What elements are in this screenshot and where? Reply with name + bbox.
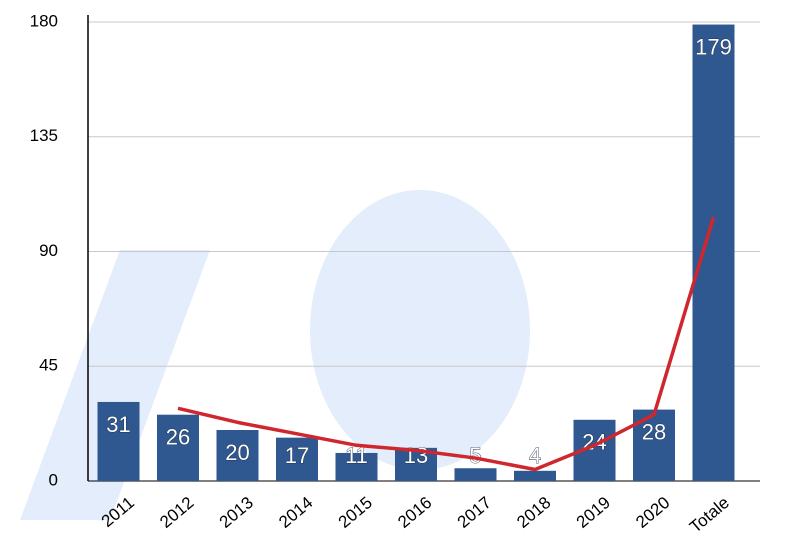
data-label: 20 [225, 440, 249, 465]
data-label: 28 [642, 419, 666, 444]
watermark [20, 190, 530, 520]
bar [216, 430, 259, 481]
x-tick-label: 2019 [573, 493, 614, 532]
x-tick-label: 2012 [156, 493, 197, 532]
x-tick-label: 2013 [216, 493, 257, 532]
bar [692, 24, 735, 482]
bar [454, 468, 497, 481]
bar [157, 414, 199, 481]
y-tick-label: 180 [30, 11, 58, 30]
bar [276, 437, 318, 481]
x-tick-label: 2017 [454, 493, 495, 532]
x-tick-label: 2015 [335, 493, 376, 532]
x-tick-label: 2014 [275, 493, 316, 532]
trend-line [177, 216, 716, 472]
bar [335, 452, 378, 481]
y-tick-label: 0 [49, 470, 58, 489]
x-tick-label: Totale [686, 493, 733, 537]
data-label: 13 [404, 443, 428, 468]
data-label: 31 [106, 412, 130, 437]
x-tick-label: 2018 [513, 493, 554, 532]
y-tick-label: 135 [30, 126, 58, 145]
data-label: 17 [285, 443, 309, 468]
x-tick-label: 2020 [632, 493, 673, 532]
y-tick-label: 45 [39, 356, 58, 375]
data-label: 179 [695, 34, 732, 59]
data-label: 26 [166, 425, 190, 450]
y-tick-label: 90 [39, 241, 58, 260]
data-label: 11 [345, 443, 368, 468]
x-tick-label: 2016 [394, 493, 435, 532]
bar [514, 470, 556, 481]
data-label: 4 [529, 443, 541, 468]
bar [97, 401, 140, 481]
data-label: 5 [469, 443, 481, 468]
